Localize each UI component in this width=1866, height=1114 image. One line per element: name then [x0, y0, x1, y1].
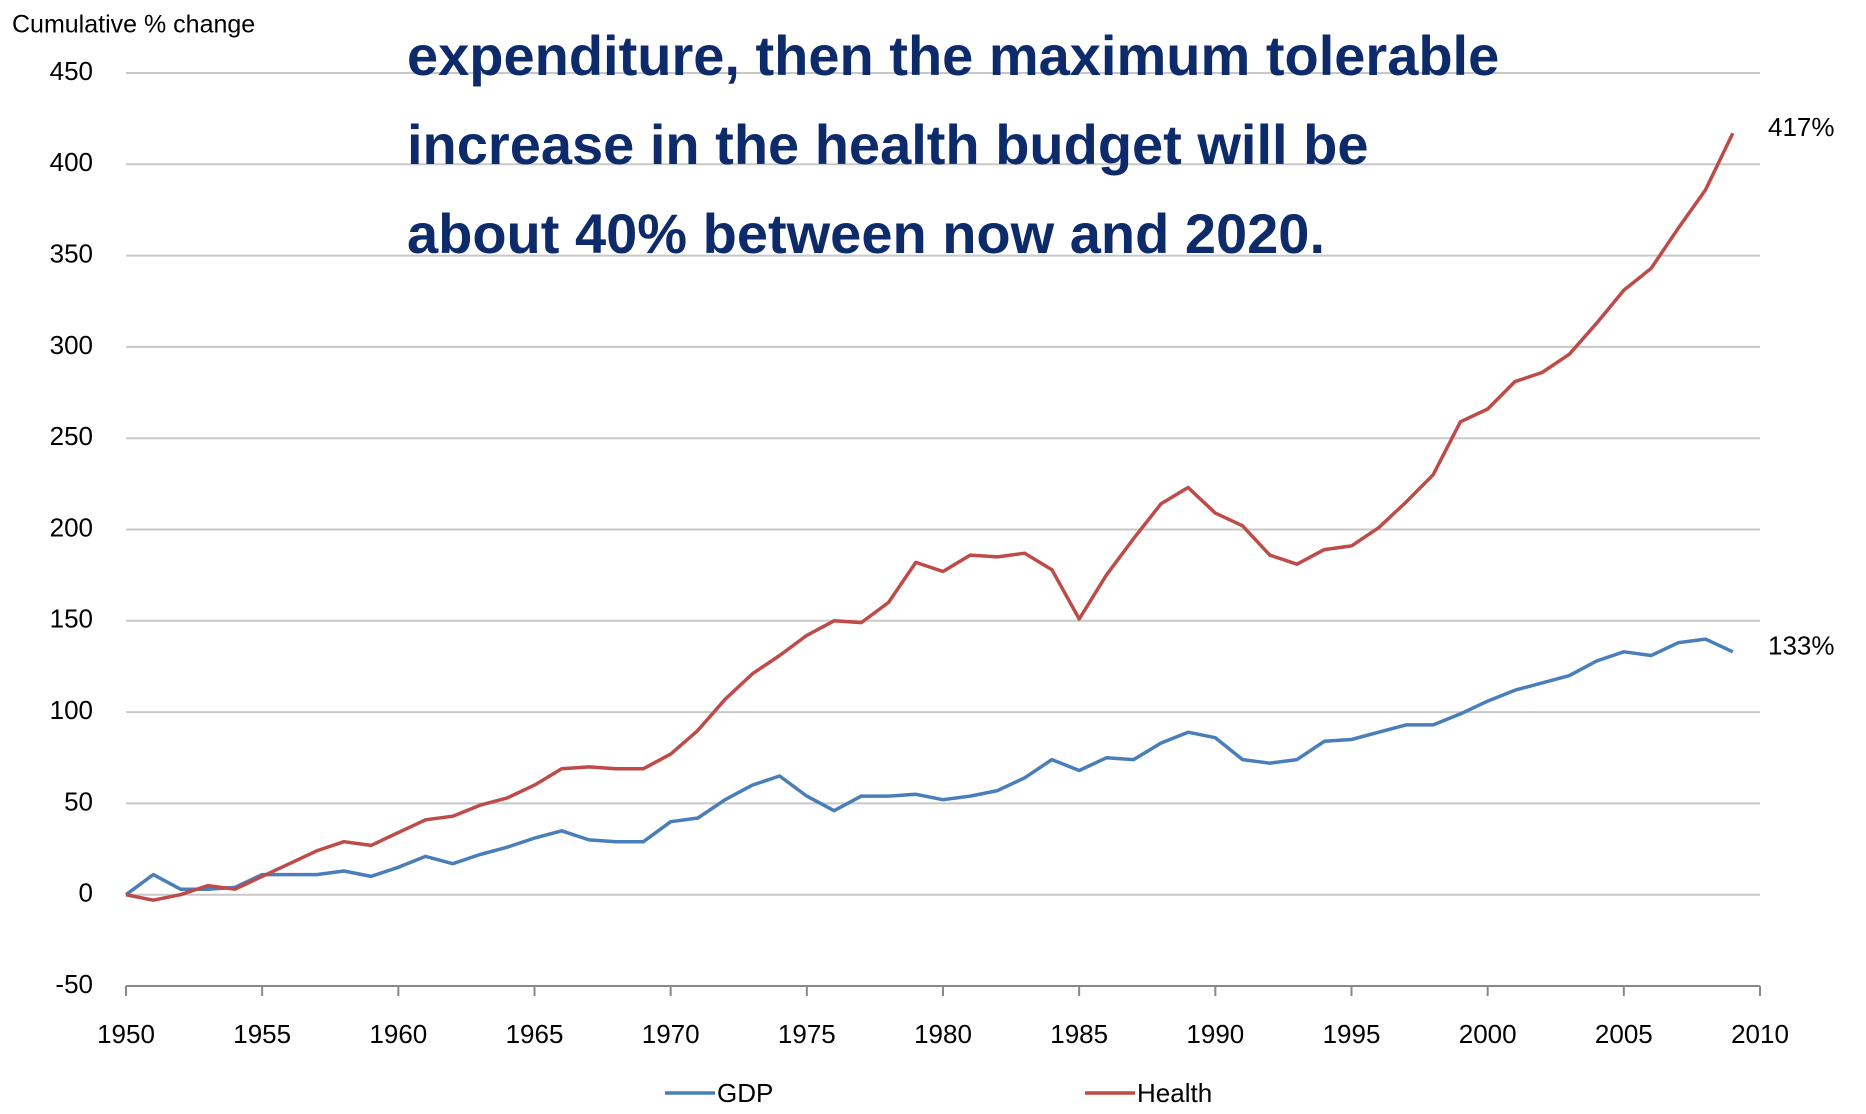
y-tick-label: 250 — [50, 421, 93, 451]
x-tick-label: 1960 — [369, 1019, 427, 1049]
y-tick-label: 200 — [50, 512, 93, 542]
y-tick-label: 150 — [50, 604, 93, 634]
y-axis-label: Cumulative % change — [12, 11, 255, 39]
x-tick-label: 1970 — [642, 1019, 700, 1049]
legend-label: GDP — [717, 1078, 773, 1108]
x-tick-label: 2010 — [1731, 1019, 1789, 1049]
x-tick-label: 2000 — [1459, 1019, 1517, 1049]
x-tick-label: 1965 — [506, 1019, 564, 1049]
y-tick-label: 400 — [50, 147, 93, 177]
x-tick-label: 1955 — [233, 1019, 291, 1049]
x-tick-label: 1990 — [1186, 1019, 1244, 1049]
overlay-text: about 40% between now and 2020. — [407, 202, 1325, 265]
y-tick-label: 100 — [50, 695, 93, 725]
y-tick-label: 0 — [79, 878, 93, 908]
overlay-text: increase in the health budget will be — [407, 113, 1369, 176]
x-tick-label: 1985 — [1050, 1019, 1108, 1049]
series-line — [124, 637, 1734, 897]
x-tick-label: 1975 — [778, 1019, 836, 1049]
x-tick-label: 2005 — [1595, 1019, 1653, 1049]
legend-label: Health — [1137, 1078, 1212, 1108]
y-tick-label: 300 — [50, 330, 93, 360]
data-label: 417% — [1768, 112, 1835, 142]
y-tick-label: 350 — [50, 238, 93, 268]
x-tick-label: 1980 — [914, 1019, 972, 1049]
y-tick-label: -50 — [55, 969, 93, 999]
y-tick-label: 50 — [64, 786, 93, 816]
y-tick-label: 450 — [50, 56, 93, 86]
overlay-text: expenditure, then the maximum tolerable — [407, 24, 1499, 87]
series-line — [125, 132, 1735, 902]
x-tick-label: 1950 — [97, 1019, 155, 1049]
x-tick-label: 1995 — [1323, 1019, 1381, 1049]
data-label: 133% — [1768, 631, 1835, 661]
